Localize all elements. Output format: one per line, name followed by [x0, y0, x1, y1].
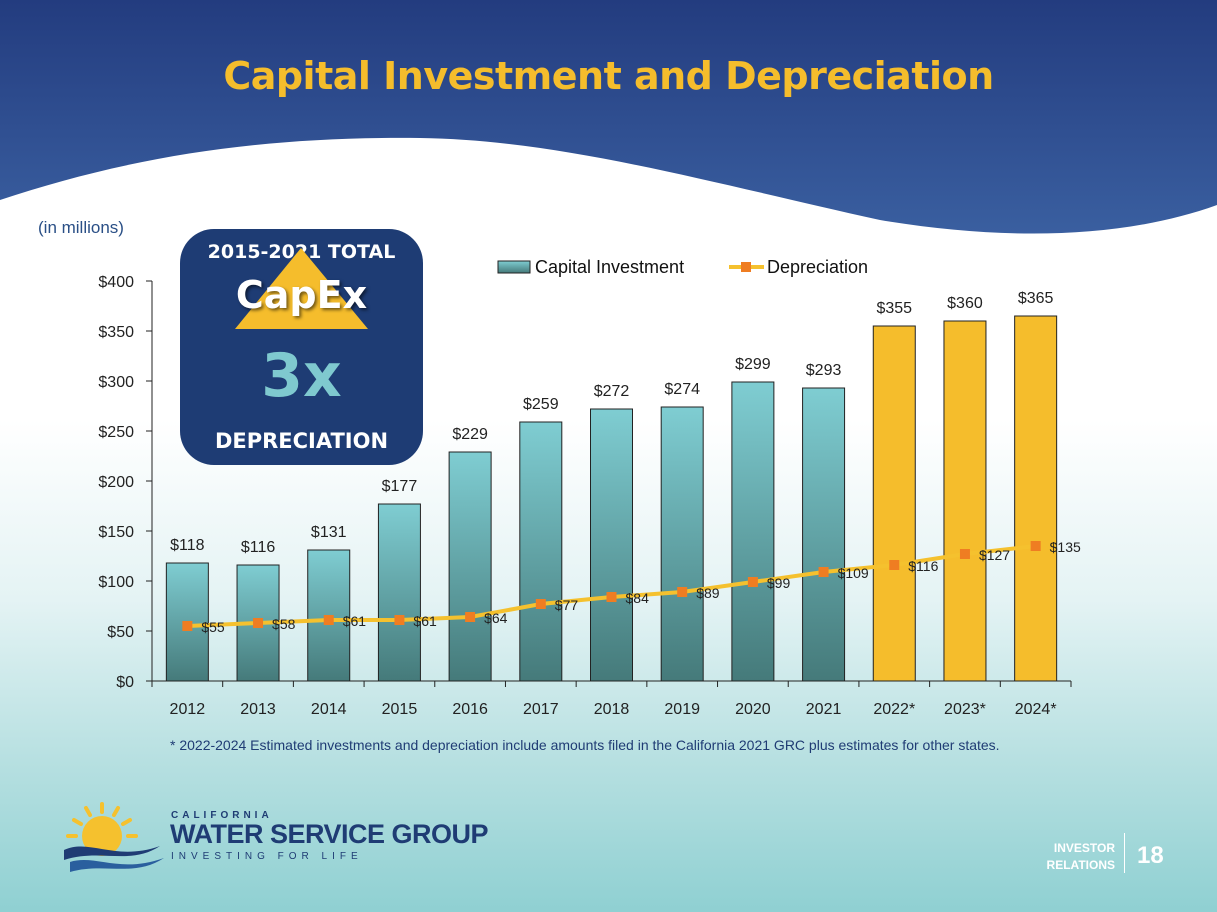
bar-capital-investment	[448, 451, 492, 682]
callout-multiplier: 3x	[261, 341, 342, 411]
ir-line-1: INVESTOR	[1053, 841, 1115, 855]
bar-value-label: $131	[311, 524, 347, 541]
y-tick-label: $200	[98, 474, 134, 491]
company-logo: CALIFORNIA WATER SERVICE GROUP INVESTING…	[60, 800, 489, 880]
x-tick-label: 2017	[523, 701, 559, 718]
bar-capital-investment	[660, 406, 704, 682]
y-tick-label: $50	[107, 624, 134, 641]
bar-value-label: $116	[241, 539, 276, 556]
legend-marker-depreciation	[741, 262, 751, 272]
depreciation-marker	[606, 592, 617, 602]
bar-value-label: $259	[523, 396, 559, 413]
y-tick-label: $100	[98, 574, 134, 591]
depreciation-marker	[465, 612, 476, 622]
bar-value-label: $360	[947, 295, 983, 312]
up-arrow-icon	[235, 248, 368, 329]
depreciation-value-label: $55	[201, 619, 225, 635]
page-number: 18	[1137, 842, 1164, 869]
x-tick-label: 2022*	[873, 701, 915, 718]
depreciation-marker	[959, 549, 970, 559]
footnote: * 2022-2024 Estimated investments and de…	[170, 737, 1000, 753]
x-tick-label: 2024*	[1015, 701, 1057, 718]
depreciation-value-label: $64	[484, 610, 508, 626]
legend-swatch-capital-investment	[497, 260, 531, 274]
depreciation-marker	[677, 587, 688, 597]
bar-value-label: $293	[806, 362, 842, 379]
depreciation-value-label: $77	[555, 597, 579, 613]
x-tick-label: 2016	[452, 701, 488, 718]
legend-label-depreciation: Depreciation	[767, 257, 868, 277]
y-tick-label: $400	[98, 274, 134, 291]
depreciation-marker	[253, 618, 264, 628]
bar-value-label: $299	[735, 356, 771, 373]
x-tick-label: 2014	[311, 701, 347, 718]
bar-value-label: $274	[664, 381, 700, 398]
bar-capital-investment	[590, 408, 633, 682]
legend-label-capital-investment: Capital Investment	[535, 257, 684, 277]
depreciation-marker	[394, 615, 405, 625]
callout-word: CapEx	[235, 273, 368, 317]
bar-value-label: $118	[170, 537, 205, 554]
bar-capital-investment	[802, 387, 846, 682]
bar-capital-investment	[731, 381, 775, 682]
capex-callout: 2015-2021 TOTAL CapEx 3x DEPRECIATION	[180, 229, 423, 465]
bar-capital-investment	[519, 421, 563, 682]
investor-relations-label: INVESTOR RELATIONS	[1015, 840, 1115, 874]
x-tick-label: 2019	[664, 701, 700, 718]
x-tick-label: 2015	[382, 701, 418, 718]
depreciation-value-label: $61	[413, 613, 437, 629]
depreciation-value-label: $84	[626, 590, 650, 606]
bar-value-label: $355	[876, 300, 912, 317]
footer-divider	[1124, 833, 1125, 873]
depreciation-marker	[889, 560, 900, 570]
y-tick-label: $300	[98, 374, 134, 391]
units-note: (in millions)	[38, 218, 124, 237]
bar-value-label: $229	[452, 426, 488, 443]
x-tick-label: 2020	[735, 701, 771, 718]
depreciation-marker	[818, 567, 829, 577]
depreciation-marker	[323, 615, 334, 625]
bar-capital-investment	[377, 503, 421, 682]
bar-value-label: $177	[382, 478, 418, 495]
x-tick-label: 2021	[806, 701, 842, 718]
y-tick-label: $250	[98, 424, 134, 441]
ir-line-2: RELATIONS	[1046, 858, 1115, 872]
depreciation-value-label: $89	[696, 585, 720, 601]
depreciation-value-label: $127	[979, 547, 1010, 563]
sun-wave-logo-icon	[64, 802, 164, 872]
depreciation-value-label: $135	[1050, 539, 1081, 555]
depreciation-marker	[182, 621, 193, 631]
depreciation-marker	[535, 599, 546, 609]
y-tick-label: $150	[98, 524, 134, 541]
logo-pretext: CALIFORNIA	[171, 810, 273, 821]
header-wave	[0, 0, 1217, 234]
depreciation-value-label: $99	[767, 575, 791, 591]
slide-title: Capital Investment and Depreciation	[223, 54, 994, 98]
x-tick-label: 2023*	[944, 701, 986, 718]
callout-footer: DEPRECIATION	[214, 429, 389, 453]
x-tick-label: 2018	[594, 701, 630, 718]
y-tick-label: $350	[98, 324, 134, 341]
depreciation-value-label: $61	[343, 613, 367, 629]
depreciation-value-label: $116	[908, 558, 938, 574]
bar-capital-investment	[943, 320, 987, 682]
depreciation-value-label: $58	[272, 616, 296, 632]
logo-tagline: INVESTING FOR LIFE	[171, 851, 363, 862]
y-tick-label: $0	[116, 674, 134, 691]
bar-value-label: $272	[594, 383, 630, 400]
depreciation-marker	[747, 577, 758, 587]
logo-name: WATER SERVICE GROUP	[170, 819, 489, 849]
bar-capital-investment	[872, 325, 916, 682]
capital-investment-chart: $0 $50 $100 $150 $200 $250 $300 $350 $400 $118 201…	[98, 257, 1081, 718]
x-tick-label: 2012	[170, 701, 206, 718]
bar-value-label: $365	[1018, 290, 1054, 307]
x-tick-label: 2013	[240, 701, 276, 718]
depreciation-value-label: $109	[838, 565, 869, 581]
bar-capital-investment	[1014, 315, 1058, 682]
depreciation-marker	[1030, 541, 1041, 551]
